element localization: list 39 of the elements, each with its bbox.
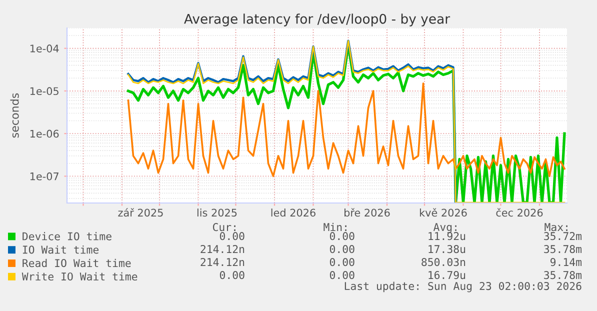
text: 16.79u	[428, 271, 466, 280]
y-axis-title: seconds	[10, 93, 19, 138]
text: 9.14m	[550, 258, 582, 266]
text: 35.72m	[544, 232, 582, 240]
legend-label: Write IO Wait time	[22, 272, 138, 281]
x-tick-label: bře 2026	[344, 208, 390, 217]
text: 35.78m	[544, 271, 582, 280]
line-series	[127, 40, 457, 203]
text: 0.00	[330, 271, 354, 280]
text: 0.00	[330, 258, 354, 266]
x-tick-label: zář 2025	[118, 208, 163, 217]
y-tick-label: 1e-06	[30, 130, 59, 138]
text: 11.92u	[428, 232, 466, 240]
text: Avg:	[433, 223, 456, 234]
text: Max:	[544, 223, 568, 232]
x-tick-label: čec 2026	[496, 208, 543, 217]
x-tick-label: kvě 2026	[420, 208, 467, 217]
line-series	[127, 82, 566, 178]
y-tick-label: 1e-04	[30, 44, 59, 52]
x-tick-label: led 2026	[271, 208, 316, 217]
text: 850.03n	[422, 258, 466, 266]
text: 0.00	[220, 232, 244, 240]
text: 214.12n	[200, 258, 244, 266]
text: 214.12n	[200, 245, 244, 253]
text: Cur:	[212, 223, 236, 232]
y-tick-label: 1e-07	[30, 172, 58, 180]
text: 0.00	[220, 271, 244, 280]
y-tick-label: 1e-05	[30, 87, 58, 96]
text: 0.00	[330, 232, 354, 240]
text: 17.38u	[428, 245, 466, 254]
text: 35.78m	[544, 245, 582, 254]
text: Min:	[324, 222, 346, 231]
legend-label: Device IO time	[22, 232, 112, 240]
legend-label: IO Wait time	[22, 245, 99, 254]
text: 0.00	[330, 245, 354, 254]
legend-label: Read IO Wait time	[22, 258, 131, 268]
chart-title: Average latency for /dev/loop0 - by year	[184, 14, 450, 26]
text: Last update: Sun Aug 23 02:00:03 2026	[344, 282, 582, 292]
x-tick-label: lis 2025	[197, 208, 237, 217]
